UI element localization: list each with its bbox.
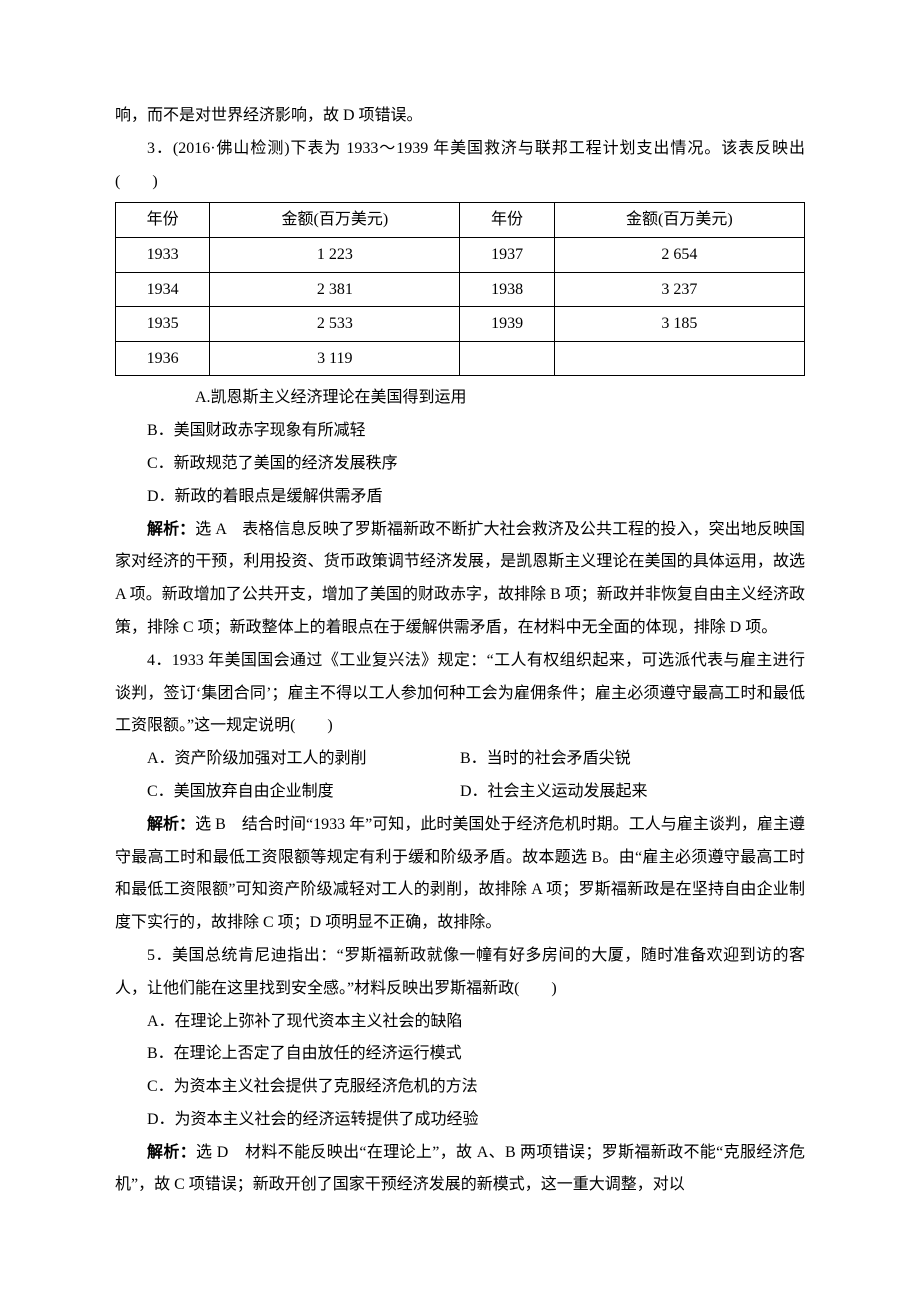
analysis-label: 解析： [147,1144,196,1161]
table-row: 1934 2 381 1938 3 237 [116,272,805,307]
q4-option-c: C．美国放弃自由企业制度 [115,776,460,809]
q3-option-b: B．美国财政赤字现象有所减轻 [115,415,805,448]
table-cell: 3 185 [554,307,804,342]
analysis-label: 解析： [147,816,195,833]
table-cell [554,341,804,376]
q3-analysis: 解析：选 A 表格信息反映了罗斯福新政不断扩大社会救济及公共工程的投入，突出地反… [115,514,805,645]
q4-option-b: B．当时的社会矛盾尖锐 [460,743,805,776]
table-cell: 3 119 [210,341,460,376]
table-cell: 1939 [460,307,554,342]
table-cell: 2 533 [210,307,460,342]
table-row: 1936 3 119 [116,341,805,376]
q3-option-d: D．新政的着眼点是缓解供需矛盾 [115,481,805,514]
q4-stem: 4．1933 年美国国会通过《工业复兴法》规定：“工人有权组织起来，可选派代表与… [115,645,805,743]
table-cell: 1934 [116,272,210,307]
table-cell: 3 237 [554,272,804,307]
analysis-text: 选 A 表格信息反映了罗斯福新政不断扩大社会救济及公共工程的投入，突出地反映国家… [115,521,805,636]
q4-option-d: D．社会主义运动发展起来 [460,776,805,809]
analysis-text: 选 D 材料不能反映出“在理论上”，故 A、B 两项错误；罗斯福新政不能“克服经… [115,1144,805,1194]
analysis-label: 解析： [147,521,195,538]
table-cell: 1 223 [210,237,460,272]
table-row: 1935 2 533 1939 3 185 [116,307,805,342]
table-cell: 1936 [116,341,210,376]
table-cell: 2 654 [554,237,804,272]
q5-analysis: 解析：选 D 材料不能反映出“在理论上”，故 A、B 两项错误；罗斯福新政不能“… [115,1137,805,1203]
q5-option-c: C．为资本主义社会提供了克服经济危机的方法 [115,1071,805,1104]
table-cell [460,341,554,376]
q4-options-row1: A．资产阶级加强对工人的剥削 B．当时的社会矛盾尖锐 [115,743,805,776]
q5-option-a: A．在理论上弥补了现代资本主义社会的缺陷 [115,1006,805,1039]
table-cell: 2 381 [210,272,460,307]
table-header: 年份 [460,203,554,238]
q5-option-d: D．为资本主义社会的经济运转提供了成功经验 [115,1104,805,1137]
q5-option-b: B．在理论上否定了自由放任的经济运行模式 [115,1038,805,1071]
q4-analysis: 解析：选 B 结合时间“1933 年”可知，此时美国处于经济危机时期。工人与雇主… [115,809,805,940]
q3-option-c: C．新政规范了美国的经济发展秩序 [115,448,805,481]
continuation-text: 响，而不是对世界经济影响，故 D 项错误。 [115,100,805,133]
table-row: 1933 1 223 1937 2 654 [116,237,805,272]
table-header: 金额(百万美元) [554,203,804,238]
table-header: 年份 [116,203,210,238]
q4-options-row2: C．美国放弃自由企业制度 D．社会主义运动发展起来 [115,776,805,809]
table-cell: 1937 [460,237,554,272]
table-cell: 1938 [460,272,554,307]
q4-option-a: A．资产阶级加强对工人的剥削 [115,743,460,776]
table-cell: 1933 [116,237,210,272]
table-cell: 1935 [116,307,210,342]
table-header-row: 年份 金额(百万美元) 年份 金额(百万美元) [116,203,805,238]
q3-stem: 3．(2016·佛山检测)下表为 1933～1939 年美国救济与联邦工程计划支… [115,133,805,199]
q3-option-a: A.凯恩斯主义经济理论在美国得到运用 [115,382,805,415]
table-header: 金额(百万美元) [210,203,460,238]
page: 响，而不是对世界经济影响，故 D 项错误。 3．(2016·佛山检测)下表为 1… [0,0,920,1302]
q3-table: 年份 金额(百万美元) 年份 金额(百万美元) 1933 1 223 1937 … [115,202,805,376]
analysis-text: 选 B 结合时间“1933 年”可知，此时美国处于经济危机时期。工人与雇主谈判，… [115,816,805,931]
q5-stem: 5．美国总统肯尼迪指出：“罗斯福新政就像一幢有好多房间的大厦，随时准备欢迎到访的… [115,940,805,1006]
